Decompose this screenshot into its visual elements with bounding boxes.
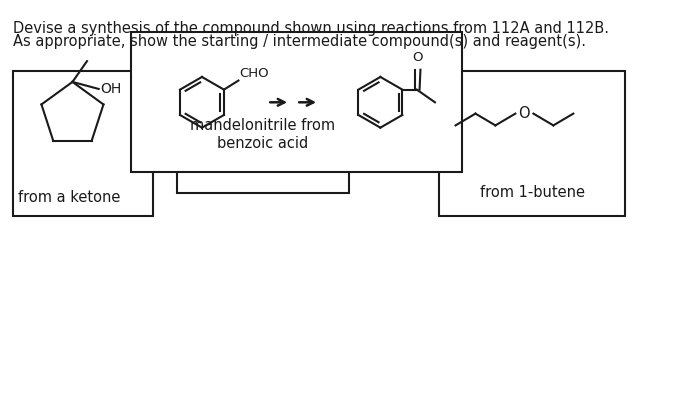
Text: from a ketone: from a ketone [18, 190, 120, 205]
Bar [440, 71, 625, 216]
Text: CHO: CHO [239, 67, 269, 80]
Text: Devise a synthesis of the compound shown using reactions from 112A and 112B.: Devise a synthesis of the compound shown… [13, 21, 609, 36]
Bar [132, 32, 462, 173]
Bar [13, 71, 153, 216]
Text: As appropriate, show the starting / intermediate compound(s) and reagent(s).: As appropriate, show the starting / inte… [13, 34, 586, 49]
Text: OH: OH [101, 82, 122, 96]
Text: from 1-butene: from 1-butene [480, 185, 584, 200]
Bar [176, 84, 349, 193]
Text: O: O [519, 106, 530, 121]
Text: mandelonitrile from
benzoic acid: mandelonitrile from benzoic acid [190, 118, 335, 151]
Text: O: O [412, 51, 423, 64]
